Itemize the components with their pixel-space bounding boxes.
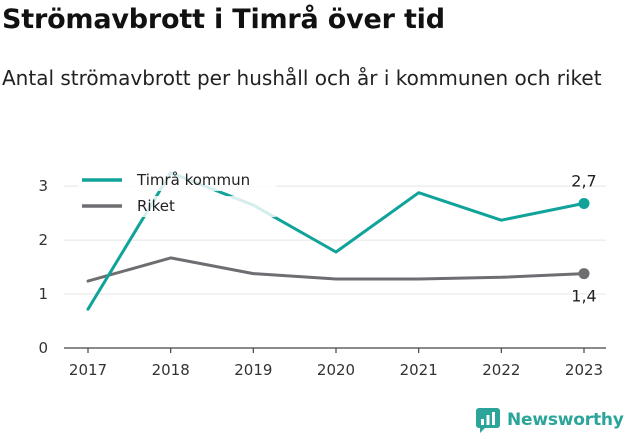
series-line — [86, 256, 586, 283]
x-tick-label: 2022 — [482, 361, 520, 379]
x-tick-label: 2021 — [400, 361, 438, 379]
x-tick-label: 2018 — [152, 361, 190, 379]
x-tick-label: 2017 — [69, 361, 107, 379]
end-value-label: 2,7 — [571, 171, 596, 190]
y-tick-label: 0 — [38, 339, 48, 357]
y-axis-ticks: 0 1 2 3 — [38, 177, 48, 357]
y-tick-label: 2 — [38, 231, 48, 249]
x-tick-label: 2019 — [234, 361, 272, 379]
chart-subtitle: Antal strömavbrott per hushåll och år i … — [2, 66, 602, 90]
data-labels: 2,7 1,4 — [571, 171, 596, 305]
line-chart: 0 1 2 3 2017 2018 2019 2020 2021 2022 2023 Timrå … — [38, 170, 606, 379]
legend-label: Timrå kommun — [136, 171, 250, 189]
x-tick-label: 2023 — [565, 361, 603, 379]
y-tick-label: 1 — [38, 285, 48, 303]
legend-label: Riket — [137, 197, 175, 215]
chart-title: Strömavbrott i Timrå över tid — [2, 4, 445, 35]
legend-backdrop — [78, 196, 276, 217]
brand-name: Newsworthy — [507, 410, 624, 430]
series-end-point — [578, 197, 590, 209]
legend: Timrå kommun Riket — [78, 170, 276, 217]
x-tick-label: 2020 — [317, 361, 355, 379]
series-lines — [86, 171, 590, 311]
y-tick-label: 3 — [38, 177, 48, 195]
x-axis: 2017 2018 2019 2020 2021 2022 2023 — [64, 347, 606, 379]
legend-backdrop — [78, 170, 276, 191]
end-value-label: 1,4 — [571, 287, 596, 306]
series-end-point — [578, 268, 590, 280]
series-line — [86, 171, 586, 311]
newsworthy-logo-icon — [476, 408, 500, 433]
brand-logo: Newsworthy — [475, 407, 624, 433]
